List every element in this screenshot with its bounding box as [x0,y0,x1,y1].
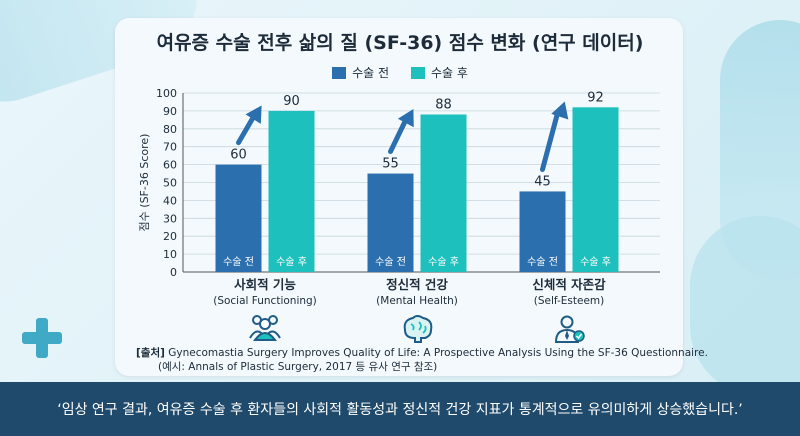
legend-label-before: 수술 전 [352,66,389,80]
increase-arrow-head [397,108,414,128]
source-line1: Gynecomastia Surgery Improves Quality of… [168,347,708,359]
y-tick-label: 100 [156,87,177,100]
data-label: 88 [435,97,452,112]
y-tick-label: 50 [163,177,177,190]
bar-after [572,107,619,272]
bar-after [268,110,315,273]
data-label: 92 [587,90,604,105]
x-category-sublabel: (Social Functioning) [213,295,317,307]
y-tick-label: 10 [163,248,177,261]
increase-arrow-head [551,101,569,120]
y-tick-label: 40 [163,194,177,207]
y-axis-label: 점수 (SF-36 Score) [138,134,151,232]
y-tick-label: 70 [163,141,177,154]
source-prefix: [출처] [136,347,165,359]
source-citation: [출처] Gynecomastia Surgery Improves Quali… [136,346,708,374]
y-tick-label: 0 [170,266,177,279]
bar-before [367,173,414,272]
data-label: 55 [382,157,399,172]
y-tick-label: 20 [163,230,177,243]
y-tick-label: 80 [163,123,177,136]
increase-arrow-shaft [540,110,560,172]
bar-inner-label: 수술 후 [276,256,307,268]
brain-icon [403,315,433,343]
y-tick-label: 30 [163,212,177,225]
x-category-label: 사회적 기능 [234,277,296,292]
data-label: 45 [534,174,551,189]
person-badge-icon [554,315,585,343]
increase-arrow-shaft [388,117,408,155]
increase-arrow-head [245,105,262,124]
x-category-sublabel: (Mental Health) [376,295,458,307]
legend-swatch-before [332,66,347,79]
legend-label-after: 수술 후 [431,66,468,80]
chart-title: 여유증 수술 전후 삶의 질 (SF-36) 점수 변화 (연구 데이터) [156,32,644,54]
source-line2: (예시: Annals of Plastic Surgery, 2017 등 유… [158,361,438,373]
footer-banner: ‘임상 연구 결과, 여유증 수술 후 환자들의 사회적 활동성과 정신적 건강… [0,382,800,436]
legend-item-before: 수술 전 [332,64,389,81]
bar-inner-label: 수술 후 [580,256,611,268]
medical-cross-icon [22,318,62,358]
bar-inner-label: 수술 전 [375,256,406,268]
data-label: 90 [283,94,300,109]
bar-after [420,114,467,272]
bar-chart: 0 10 20 30 40 50 60 70 80 90 100 점수 (SF-36 Score) 60… [138,87,660,343]
bar-before [519,191,566,272]
data-label: 60 [230,148,247,163]
bar-inner-label: 수술 전 [527,256,558,268]
legend-swatch-after [411,66,425,79]
bar-inner-label: 수술 전 [223,256,254,268]
decorative-shape [690,216,800,396]
bar-inner-label: 수술 후 [428,256,459,268]
x-category-label: 신체적 자존감 [532,277,606,292]
bar-before [215,164,262,272]
x-category-sublabel: (Self-Esteem) [534,295,605,307]
y-tick-label: 90 [163,105,177,118]
x-category-label: 정신적 건강 [386,277,448,292]
legend-item-after: 수술 후 [411,64,468,81]
legend: 수술 전 수술 후 [0,64,800,81]
increase-arrow-shaft [236,114,256,146]
people-group-icon [249,315,281,341]
footer-text: ‘임상 연구 결과, 여유증 수술 후 환자들의 사회적 활동성과 정신적 건강… [57,402,743,418]
y-tick-label: 60 [163,159,177,172]
